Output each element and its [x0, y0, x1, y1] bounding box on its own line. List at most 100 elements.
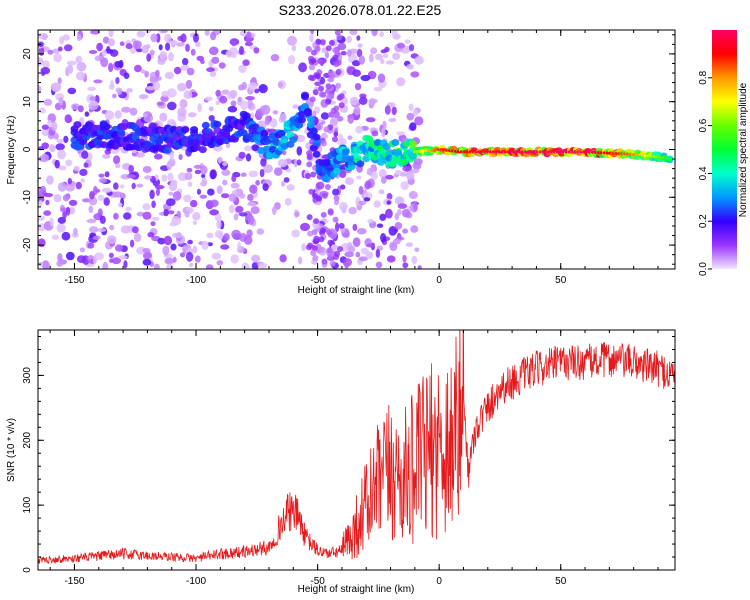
heatmap-cell [218, 232, 223, 241]
heatmap-cell [65, 159, 73, 167]
heatmap-cell [406, 112, 415, 121]
heatmap-cell [239, 46, 244, 55]
heatmap-cell [293, 158, 298, 168]
heatmap-cell [238, 212, 248, 217]
heatmap-cell [180, 64, 190, 71]
snr-frame [37, 329, 676, 571]
heatmap-cell [328, 39, 335, 46]
y-tick-label: 0 [22, 146, 33, 152]
heatmap-cell [55, 143, 65, 151]
snr-ylabel: SNR (10 * v/v) [6, 418, 17, 482]
heatmap-cell [136, 183, 144, 188]
heatmap-cell [221, 169, 231, 177]
heatmap-cell [131, 182, 136, 190]
heatmap-cell [87, 86, 97, 92]
heatmap-cell [45, 199, 50, 206]
x-tick-label: 0 [436, 275, 442, 286]
heatmap-cell [227, 105, 238, 113]
heatmap-cell [282, 150, 287, 156]
heatmap-cell [146, 86, 155, 91]
heatmap-cell [244, 41, 253, 47]
heatmap-cell [375, 261, 383, 269]
heatmap-cell [335, 222, 340, 233]
heatmap-cell [150, 221, 156, 227]
heatmap-cell [112, 191, 123, 198]
heatmap-cell [89, 191, 95, 200]
heatmap-cell [391, 106, 397, 116]
heatmap-cell [76, 34, 82, 42]
heatmap-cell [384, 105, 391, 115]
heatmap-cell [417, 265, 422, 269]
heatmap-cell [40, 153, 49, 163]
heatmap-cell [99, 215, 106, 224]
heatmap-cell [134, 144, 143, 152]
heatmap-cell [201, 240, 209, 250]
heatmap-cell [167, 101, 177, 111]
heatmap-cell [134, 64, 142, 73]
heatmap-cell [195, 41, 201, 48]
heatmap-cell [56, 138, 64, 144]
heatmap-cell [197, 103, 202, 113]
heatmap-cell [320, 227, 326, 234]
heatmap-cell [320, 140, 327, 147]
heatmap-cell [169, 151, 174, 161]
heatmap-cell [93, 79, 103, 84]
heatmap-cell [370, 47, 377, 55]
heatmap-cell [356, 48, 363, 58]
heatmap-cell [114, 244, 124, 252]
heatmap-cell [43, 193, 54, 198]
heatmap-cell [183, 194, 192, 203]
heatmap-cell [94, 252, 104, 261]
heatmap-cell [311, 192, 318, 199]
heatmap-cell [237, 96, 242, 102]
heatmap-cell [371, 130, 379, 137]
heatmap-cell [180, 33, 187, 43]
heatmap-cell [358, 55, 365, 65]
heatmap-cell [395, 169, 402, 176]
heatmap-cell [333, 61, 340, 68]
heatmap-cell [317, 58, 324, 65]
heatmap-cell [53, 194, 62, 203]
snr-series-line [38, 330, 675, 565]
heatmap-cell [314, 45, 321, 52]
heatmap-cell [373, 200, 381, 208]
heatmap-cell [380, 58, 385, 65]
heatmap-cell [230, 254, 239, 264]
heatmap-cell [328, 93, 335, 100]
heatmap-cell [414, 116, 424, 126]
heatmap-cell [112, 93, 117, 99]
heatmap-cell [56, 260, 63, 267]
heatmap-cell [274, 167, 283, 176]
heatmap-cell [412, 161, 422, 170]
heatmap-cell [277, 81, 284, 88]
heatmap-cell [115, 77, 120, 84]
heatmap-cell [337, 246, 344, 252]
heatmap-cell [410, 71, 420, 78]
heatmap-cell [125, 143, 134, 151]
heatmap-cell [161, 90, 170, 97]
heatmap-cell [58, 97, 64, 106]
heatmap-cell [311, 245, 318, 252]
heatmap-cell [67, 64, 73, 71]
heatmap-cell [101, 49, 107, 57]
heatmap-cell [41, 33, 48, 41]
heatmap-cell [117, 255, 128, 260]
heatmap-cell [339, 201, 348, 211]
heatmap-cell [339, 170, 347, 178]
x-tick-label: -100 [186, 275, 206, 286]
heatmap-cell [155, 69, 160, 78]
heatmap-cell [133, 233, 142, 242]
heatmap-cell [306, 150, 313, 156]
colorbar-tick-label: 0.6 [698, 118, 709, 132]
heatmap-cell [53, 133, 59, 140]
heatmap-cell [401, 208, 411, 218]
heatmap-cell [209, 199, 219, 208]
heatmap-cell [381, 127, 386, 138]
chart-title: S233.2026.078.01.22.E25 [279, 2, 442, 18]
heatmap-cell [368, 98, 376, 106]
heatmap-cell [255, 179, 260, 186]
heatmap-cell [312, 110, 317, 118]
heatmap-cell [230, 100, 237, 107]
heatmap-cell [157, 237, 166, 245]
heatmap-cell [257, 262, 268, 269]
